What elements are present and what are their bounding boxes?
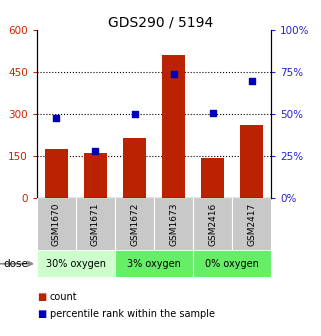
Bar [45,149,68,198]
Text: ■: ■ [37,309,46,319]
Point [132,112,137,117]
Point [54,115,59,120]
Text: GSM1671: GSM1671 [91,203,100,246]
Point [93,149,98,154]
Bar [240,125,264,198]
Text: GSM1670: GSM1670 [52,203,61,246]
Point [249,78,254,83]
Text: 30% oxygen: 30% oxygen [46,259,106,269]
Bar [193,250,271,277]
Text: dose: dose [3,259,28,269]
Point [171,71,176,77]
Text: count: count [50,292,77,302]
Bar [115,198,154,250]
Bar [123,138,146,198]
Text: GSM2416: GSM2416 [208,203,217,246]
Bar [37,250,115,277]
Bar [162,55,185,198]
Text: GSM1672: GSM1672 [130,203,139,246]
Text: 3% oxygen: 3% oxygen [127,259,181,269]
Text: 0% oxygen: 0% oxygen [205,259,259,269]
Bar [37,198,76,250]
Bar [193,198,232,250]
Text: GSM1673: GSM1673 [169,203,178,246]
Text: ■: ■ [37,292,46,302]
Point [210,110,215,115]
Text: percentile rank within the sample: percentile rank within the sample [50,309,215,319]
Text: GDS290 / 5194: GDS290 / 5194 [108,15,213,29]
Bar [154,198,193,250]
Bar [201,158,224,198]
Bar [76,198,115,250]
Bar [115,250,193,277]
Bar [84,154,107,198]
Bar [232,198,271,250]
Text: GSM2417: GSM2417 [247,203,256,246]
